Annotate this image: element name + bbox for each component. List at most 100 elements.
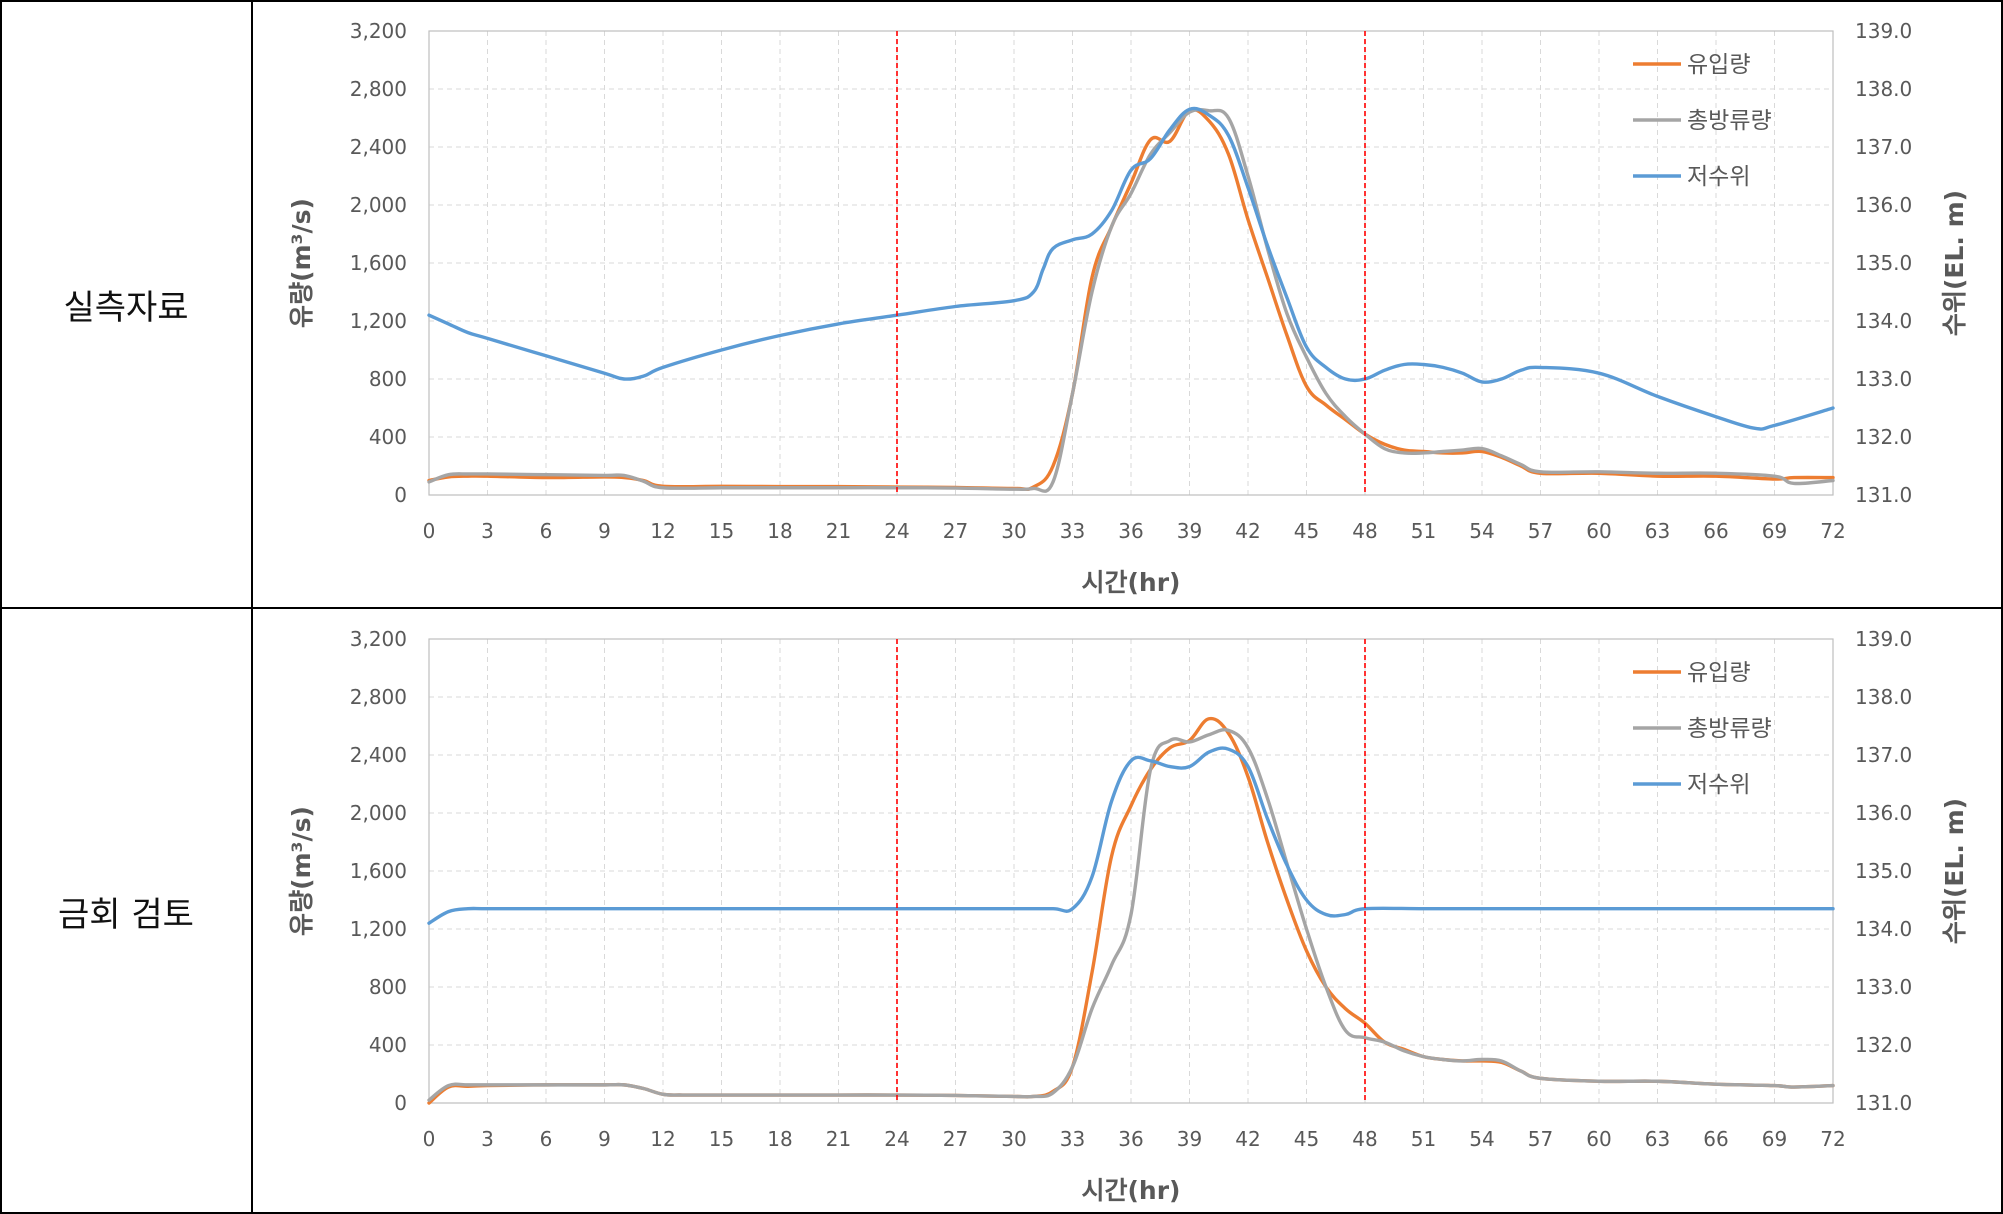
series-line-outflow: [427, 728, 1835, 1102]
y-axis-title: 유량(m³/s): [287, 198, 316, 328]
y-tick-label: 1,600: [350, 251, 407, 275]
series-line-level: [427, 106, 1835, 431]
x-tick-label: 24: [884, 1127, 909, 1151]
y-tick-label: 800: [369, 367, 407, 391]
x-tick-label: 30: [1001, 1127, 1026, 1151]
x-tick-label: 51: [1411, 1127, 1436, 1151]
y2-axis-title: 수위(EL. m): [1940, 190, 1969, 336]
x-tick-label: 3: [481, 1127, 494, 1151]
y2-tick-label: 139.0: [1855, 19, 1912, 43]
x-tick-label: 6: [540, 1127, 553, 1151]
x-tick-label: 36: [1118, 519, 1143, 543]
y2-tick-label: 132.0: [1855, 1033, 1912, 1057]
x-axis-title: 시간(hr): [1082, 1176, 1181, 1205]
y2-tick-label: 131.0: [1855, 1091, 1912, 1115]
x-tick-label: 60: [1586, 519, 1611, 543]
row-label-measured: 실측자료: [0, 0, 252, 608]
x-tick-label: 69: [1762, 519, 1787, 543]
y-tick-label: 800: [369, 975, 407, 999]
x-tick-label: 48: [1352, 1127, 1377, 1151]
x-tick-label: 60: [1586, 1127, 1611, 1151]
x-tick-label: 24: [884, 519, 909, 543]
y2-tick-label: 138.0: [1855, 77, 1912, 101]
y2-tick-label: 133.0: [1855, 367, 1912, 391]
y2-tick-label: 138.0: [1855, 685, 1912, 709]
x-tick-label: 6: [540, 519, 553, 543]
y-tick-label: 0: [394, 483, 407, 507]
y-tick-label: 3,200: [350, 19, 407, 43]
y2-tick-label: 136.0: [1855, 193, 1912, 217]
series-line-level: [427, 746, 1835, 925]
y2-tick-label: 136.0: [1855, 801, 1912, 825]
x-tick-label: 18: [767, 519, 792, 543]
plot-area: [428, 638, 1834, 1104]
y-tick-label: 1,200: [350, 917, 407, 941]
x-tick-label: 33: [1060, 519, 1085, 543]
x-tick-label: 72: [1820, 1127, 1845, 1151]
y-tick-label: 2,400: [350, 135, 407, 159]
x-tick-label: 9: [598, 1127, 611, 1151]
x-tick-label: 27: [943, 519, 968, 543]
y-tick-label: 2,400: [350, 743, 407, 767]
x-tick-label: 69: [1762, 1127, 1787, 1151]
x-tick-label: 63: [1645, 1127, 1670, 1151]
y2-tick-label: 135.0: [1855, 251, 1912, 275]
y2-tick-label: 137.0: [1855, 135, 1912, 159]
chart-review: 0 400 800 1,200 1,600 2,000 2,400 2,800 3,200 131…: [287, 627, 1969, 1205]
y-tick-label: 3,200: [350, 627, 407, 651]
legend-label: 저수위: [1687, 772, 1750, 798]
row-label-text: 금회 검토: [58, 894, 194, 935]
x-tick-label: 36: [1118, 1127, 1143, 1151]
y2-tick-label: 134.0: [1855, 917, 1912, 941]
legend-label: 저수위: [1687, 164, 1750, 190]
legend-label: 총방류량: [1687, 716, 1772, 742]
x-tick-label: 18: [767, 1127, 792, 1151]
y2-axis-title: 수위(EL. m): [1940, 798, 1969, 944]
x-tick-label: 57: [1528, 519, 1553, 543]
legend-label: 총방류량: [1687, 108, 1772, 134]
x-tick-label: 66: [1703, 519, 1728, 543]
x-tick-label: 30: [1001, 519, 1026, 543]
y-tick-label: 1,200: [350, 309, 407, 333]
x-tick-label: 12: [650, 1127, 675, 1151]
x-tick-label: 63: [1645, 519, 1670, 543]
y2-tick-label: 134.0: [1855, 309, 1912, 333]
x-tick-label: 39: [1177, 519, 1202, 543]
x-tick-label: 3: [481, 519, 494, 543]
x-tick-label: 48: [1352, 519, 1377, 543]
y2-tick-label: 133.0: [1855, 975, 1912, 999]
y-tick-label: 400: [369, 1033, 407, 1057]
x-axis-title: 시간(hr): [1082, 568, 1181, 597]
x-tick-label: 54: [1469, 1127, 1494, 1151]
x-tick-label: 57: [1528, 1127, 1553, 1151]
x-tick-label: 12: [650, 519, 675, 543]
row-label-text: 실측자료: [63, 287, 189, 328]
y2-tick-label: 139.0: [1855, 627, 1912, 651]
x-tick-label: 72: [1820, 519, 1845, 543]
x-tick-label: 0: [423, 1127, 436, 1151]
x-tick-label: 51: [1411, 519, 1436, 543]
y-tick-label: 1,600: [350, 859, 407, 883]
row-label-review: 금회 검토: [0, 608, 252, 1214]
x-tick-label: 66: [1703, 1127, 1728, 1151]
x-tick-label: 21: [826, 1127, 851, 1151]
legend-label: 유입량: [1687, 660, 1750, 686]
x-tick-label: 45: [1294, 1127, 1319, 1151]
x-tick-label: 9: [598, 519, 611, 543]
gridlines: [428, 638, 1834, 1104]
gridlines: [428, 30, 1834, 496]
x-tick-label: 39: [1177, 1127, 1202, 1151]
y-tick-label: 2,000: [350, 801, 407, 825]
x-tick-label: 27: [943, 1127, 968, 1151]
y2-tick-label: 137.0: [1855, 743, 1912, 767]
y-axis-title: 유량(m³/s): [287, 806, 316, 936]
x-tick-label: 45: [1294, 519, 1319, 543]
y-tick-label: 400: [369, 425, 407, 449]
x-tick-label: 15: [709, 519, 734, 543]
x-tick-label: 42: [1235, 519, 1260, 543]
y2-tick-label: 135.0: [1855, 859, 1912, 883]
y2-tick-label: 131.0: [1855, 483, 1912, 507]
